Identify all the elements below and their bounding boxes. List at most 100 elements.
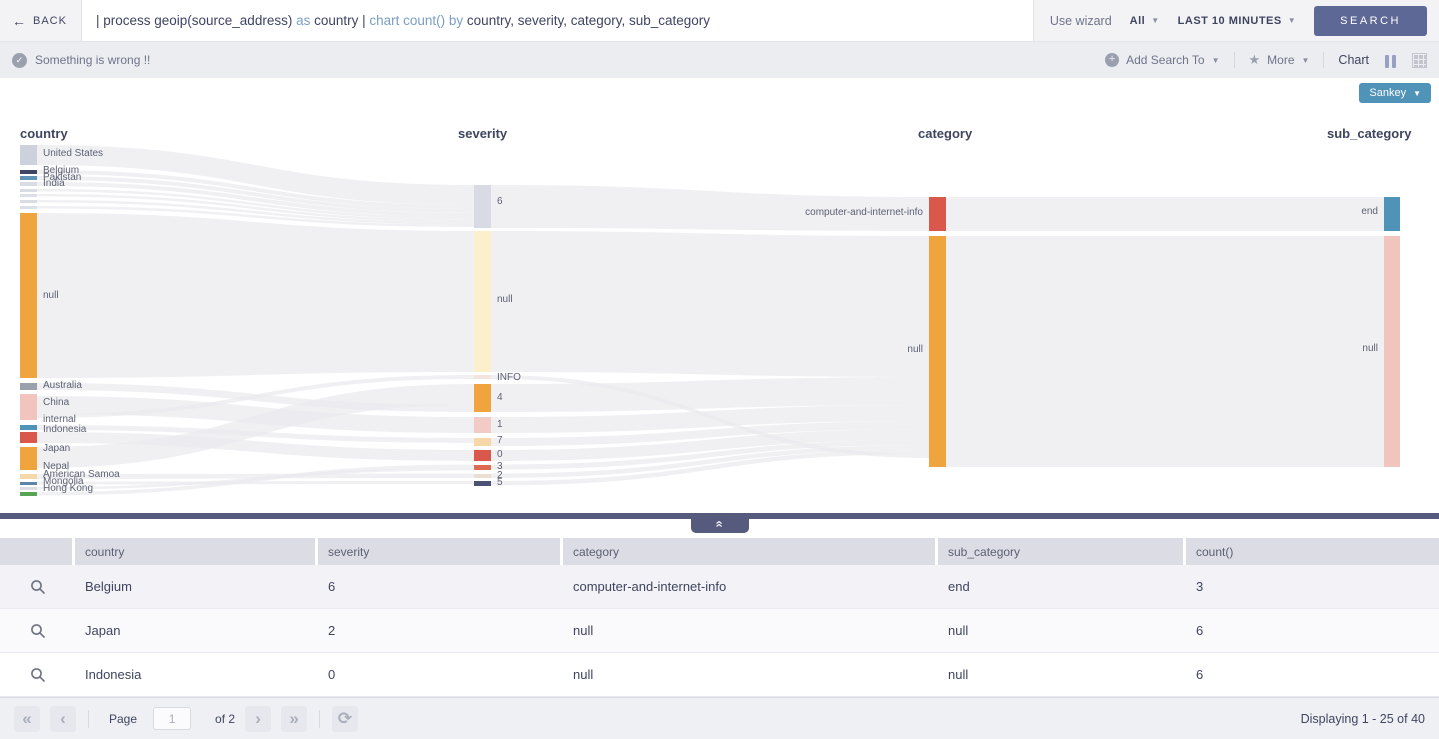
table-header-category[interactable]: category (563, 538, 938, 565)
sankey-link[interactable] (491, 375, 929, 458)
sankey-node[interactable] (20, 213, 37, 378)
sankey-node[interactable] (474, 464, 491, 470)
sankey-node[interactable] (929, 197, 946, 231)
sankey-link[interactable] (491, 421, 929, 446)
first-page-button[interactable]: « (14, 705, 40, 732)
sankey-link[interactable] (37, 170, 474, 209)
last-page-button[interactable]: » (281, 705, 308, 732)
back-arrow-icon: ← (12, 12, 27, 29)
sankey-link[interactable] (37, 194, 474, 222)
sankey-node[interactable] (20, 206, 37, 209)
prev-page-button[interactable]: ‹ (50, 705, 76, 732)
table-view-icon[interactable] (1412, 52, 1427, 68)
sankey-node[interactable] (474, 481, 491, 486)
sankey-node[interactable] (20, 492, 37, 496)
table-row[interactable]: Indonesia 0 null null 6 (0, 653, 1439, 697)
table-row[interactable]: Japan 2 null null 6 (0, 609, 1439, 653)
scope-dropdown[interactable]: All ▼ (1130, 15, 1160, 27)
sankey-node[interactable] (20, 432, 37, 443)
sankey-link[interactable] (946, 197, 1384, 231)
sankey-link[interactable] (37, 176, 474, 213)
sankey-node[interactable] (474, 375, 491, 379)
sankey-node[interactable] (20, 170, 37, 174)
table-cell: Belgium (85, 579, 132, 594)
search-button[interactable]: SEARCH (1314, 5, 1427, 36)
collapse-chart-button[interactable]: « (691, 513, 749, 533)
sankey-link[interactable] (37, 200, 474, 225)
sankey-node[interactable] (20, 425, 37, 430)
sankey-link[interactable] (946, 236, 1384, 467)
table-header-row: country severity category sub_category count… (0, 538, 1439, 565)
table-header-icon[interactable] (0, 538, 75, 565)
sankey-node[interactable] (20, 481, 37, 485)
sankey-node[interactable] (20, 447, 37, 470)
sankey-link[interactable] (37, 481, 474, 485)
sankey-node[interactable] (20, 487, 37, 490)
sankey-node[interactable] (20, 383, 37, 390)
page-number-input[interactable] (153, 707, 192, 730)
sankey-link[interactable] (37, 206, 474, 227)
sankey-node-label: 0 (497, 449, 503, 460)
sankey-node[interactable] (20, 394, 37, 420)
sankey-link[interactable] (491, 449, 929, 486)
sankey-node-label: end (1361, 206, 1378, 217)
table-header-count()[interactable]: count() (1186, 538, 1439, 565)
use-wizard-link[interactable]: Use wizard (1049, 13, 1112, 28)
sankey-link[interactable] (37, 396, 474, 433)
sankey-link[interactable] (491, 405, 929, 433)
sankey-node[interactable] (20, 474, 37, 479)
sankey-node[interactable] (474, 438, 491, 446)
sankey-link[interactable] (37, 189, 474, 220)
sankey-node[interactable] (1384, 197, 1400, 231)
sankey-node[interactable] (1384, 236, 1400, 467)
search-query-input[interactable]: | process geoip(source_address) as count… (80, 0, 1034, 41)
sankey-node[interactable] (474, 185, 491, 228)
sankey-node[interactable] (929, 236, 946, 467)
sankey-node[interactable] (474, 417, 491, 433)
sankey-node-label: India (43, 178, 65, 189)
sankey-link[interactable] (37, 473, 474, 480)
row-search-icon[interactable] (0, 653, 75, 696)
table-header-sub_category[interactable]: sub_category (938, 538, 1186, 565)
sankey-link[interactable] (491, 231, 929, 377)
back-button[interactable]: ← BACK (0, 0, 81, 41)
next-page-button[interactable]: › (245, 705, 272, 732)
row-search-icon[interactable] (0, 609, 75, 652)
results-table: country severity category sub_category count… (0, 538, 1439, 697)
panel-divider: « (0, 513, 1439, 538)
sankey-link[interactable] (491, 445, 929, 478)
sankey-link[interactable] (37, 425, 474, 443)
sankey-link[interactable] (37, 432, 474, 461)
sankey-node-label: computer-and-internet-info (805, 207, 923, 218)
add-search-to-dropdown[interactable]: + Add Search To ▼ (1105, 53, 1220, 67)
sankey-link[interactable] (37, 468, 474, 490)
time-range-dropdown[interactable]: LAST 10 MINUTES ▼ (1178, 15, 1297, 27)
chevron-up-double-icon: « (712, 519, 728, 527)
sankey-link[interactable] (37, 145, 474, 205)
row-search-icon[interactable] (0, 565, 75, 608)
sankey-link[interactable] (37, 182, 474, 217)
sankey-link[interactable] (491, 429, 929, 461)
sankey-node[interactable] (474, 450, 491, 461)
check-circle-icon: ✓ (12, 52, 27, 68)
chart-type-dropdown[interactable]: Sankey ▼ (1359, 83, 1431, 103)
sankey-link[interactable] (37, 383, 474, 412)
sankey-node[interactable] (20, 194, 37, 197)
sankey-link[interactable] (37, 213, 474, 378)
table-body: Belgium 6 computer-and-internet-info end 3 Ja… (0, 565, 1439, 697)
sankey-node[interactable] (474, 473, 491, 478)
chart-view-icon[interactable] (1383, 53, 1398, 68)
sankey-node[interactable] (20, 176, 37, 180)
table-header-severity[interactable]: severity (318, 538, 563, 565)
sankey-link[interactable] (491, 185, 929, 231)
sankey-node[interactable] (20, 145, 37, 165)
table-row[interactable]: Belgium 6 computer-and-internet-info end 3 (0, 565, 1439, 609)
sankey-node[interactable] (20, 182, 37, 186)
sankey-node[interactable] (474, 384, 491, 412)
table-header-country[interactable]: country (75, 538, 318, 565)
more-dropdown[interactable]: ★ More ▼ (1249, 52, 1310, 68)
sankey-node[interactable] (20, 200, 37, 203)
refresh-button[interactable]: ⟳ (332, 705, 359, 732)
sankey-node[interactable] (20, 189, 37, 192)
sankey-node[interactable] (474, 231, 491, 372)
